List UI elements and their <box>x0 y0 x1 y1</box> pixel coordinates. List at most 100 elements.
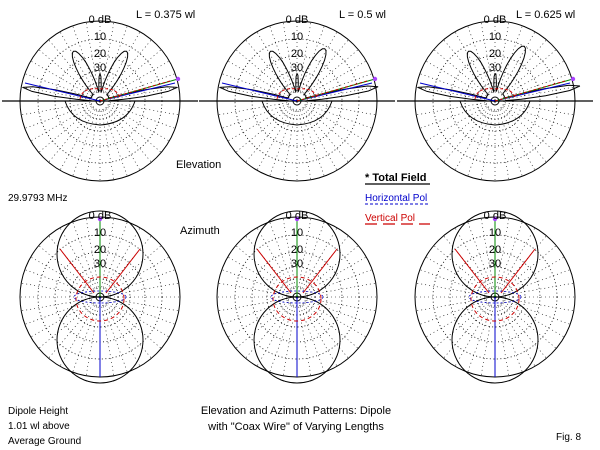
horizontal-pol-ray <box>221 82 298 102</box>
max-gain-marker <box>175 76 181 82</box>
ring-label: 30 <box>291 258 303 270</box>
vertical-pol-pattern <box>79 80 171 102</box>
grid-spoke <box>38 303 93 349</box>
grid-spoke <box>304 107 359 153</box>
grid-spoke <box>38 107 93 153</box>
height-line-2: 1.01 wl above <box>8 421 70 432</box>
grid-spoke <box>108 256 170 293</box>
plots-group: 0 dB 10 20 30 0 dB 10 20 30 0 dB 10 20 30 0 dB 10 20 30… <box>2 14 593 384</box>
grid-spoke <box>433 303 488 349</box>
grid-spoke <box>306 282 376 296</box>
ring-label: 10 <box>291 227 303 239</box>
grid-spoke <box>305 256 367 293</box>
grid-spoke <box>496 306 510 376</box>
grid-spoke <box>72 110 97 177</box>
vertical-pol-ray <box>454 248 490 294</box>
caption-line-2: with "Coax Wire" of Varying Lengths <box>207 421 384 433</box>
ring-label: 30 <box>489 62 501 74</box>
grid-spoke <box>59 31 96 93</box>
grid-spoke <box>107 303 162 349</box>
grid-spoke <box>108 105 170 142</box>
azimuth-plot-1: 0 dB 10 20 30 <box>19 210 181 384</box>
grid-spoke <box>282 306 296 376</box>
legend-total-label: * Total Field <box>365 172 427 184</box>
max-gain-marker <box>97 216 103 222</box>
grid-spoke <box>503 301 565 338</box>
grid-spoke <box>433 107 488 153</box>
legend-horizontal-label: Horizontal Pol <box>365 193 427 204</box>
grid-spoke <box>235 107 290 153</box>
grid-spoke <box>227 105 289 142</box>
max-gain-marker <box>570 76 576 82</box>
grid-spoke <box>443 39 489 94</box>
grid-spoke <box>501 39 547 94</box>
grid-spoke <box>227 301 289 338</box>
ring-label: 30 <box>94 258 106 270</box>
height-line-3: Average Ground <box>8 436 81 447</box>
grid-spoke <box>107 107 162 153</box>
grid-spoke <box>21 282 91 296</box>
lower-contour <box>459 100 531 126</box>
ring-label: 0 dB <box>286 210 309 222</box>
grid-spoke <box>502 245 557 291</box>
length-label-2: L = 0.5 wl <box>339 9 386 21</box>
grid-spoke <box>103 110 128 177</box>
grid-spoke <box>419 269 486 294</box>
grid-spoke <box>269 110 294 177</box>
grid-spoke <box>103 306 128 373</box>
lower-contour <box>261 100 333 126</box>
ring-label: 0 dB <box>89 14 112 26</box>
total-field-pattern <box>22 50 178 102</box>
azimuth-plot-2: 0 dB 10 20 30 <box>216 210 378 384</box>
vertical-pol-ray <box>302 248 338 294</box>
grid-spoke <box>221 104 288 129</box>
grid-spoke <box>109 104 176 129</box>
grid-spoke <box>108 301 170 338</box>
ring-label: 30 <box>94 62 106 74</box>
grid-spoke <box>503 105 565 142</box>
ring-label: 10 <box>489 227 501 239</box>
fig-label: Fig. 8 <box>556 432 581 443</box>
ring-label: 30 <box>489 258 501 270</box>
grid-spoke <box>218 86 288 100</box>
grid-spoke <box>24 269 91 294</box>
grid-spoke <box>433 245 488 291</box>
grid-spoke <box>503 256 565 293</box>
grid-spoke <box>256 31 293 93</box>
horizontal-pol-ray <box>494 82 571 102</box>
lower-contour <box>64 100 136 126</box>
grid-spoke <box>298 306 312 376</box>
ring-label: 20 <box>291 244 303 256</box>
elevation-plot-1: 0 dB 10 20 30 <box>2 14 198 182</box>
grid-spoke <box>504 282 574 296</box>
grid-spoke <box>300 306 325 373</box>
elevation-label: Elevation <box>176 159 221 171</box>
grid-spoke <box>21 86 91 100</box>
grid-spoke <box>502 107 557 153</box>
ring-label: 0 dB <box>286 14 309 26</box>
max-gain-marker <box>372 76 378 82</box>
grid-spoke <box>30 301 92 338</box>
ring-label: 10 <box>94 31 106 43</box>
grid-spoke <box>104 31 141 93</box>
length-label-1: L = 0.375 wl <box>136 9 195 21</box>
grid-spoke <box>301 31 338 93</box>
elevation-plot-2: 0 dB 10 20 30 <box>199 14 395 182</box>
grid-spoke <box>480 306 494 376</box>
grid-spoke <box>30 105 92 142</box>
legend-vertical-label: Vertical Pol <box>365 213 415 224</box>
grid-spoke <box>499 31 536 93</box>
ring-label: 10 <box>489 31 501 43</box>
grid-spoke <box>298 110 312 180</box>
grid-spoke <box>221 269 288 294</box>
height-line-1: Dipole Height <box>8 406 68 417</box>
grid-spoke <box>300 110 325 177</box>
grid-spoke <box>304 303 359 349</box>
ring-label: 10 <box>291 31 303 43</box>
azimuth-plot-3: 0 dB 10 20 30 <box>414 210 576 384</box>
vertical-pol-pattern <box>276 80 368 102</box>
grid-spoke <box>24 104 91 129</box>
total-field-pattern <box>417 45 581 102</box>
grid-spoke <box>101 306 115 376</box>
azimuth-label: Azimuth <box>180 225 220 237</box>
